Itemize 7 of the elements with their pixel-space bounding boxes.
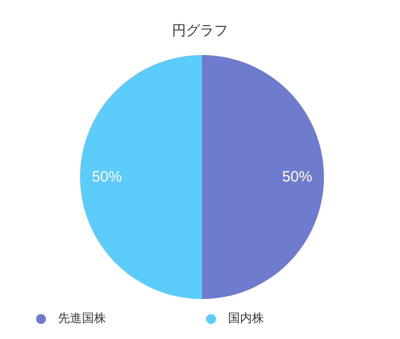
pie-slice: [202, 55, 324, 299]
chart-title: 円グラフ: [171, 22, 229, 40]
pie-slice: [80, 55, 202, 299]
legend-label: 先進国株: [58, 311, 106, 325]
data-label: 50%: [282, 168, 312, 186]
data-label: 50%: [92, 168, 122, 186]
legend-label: 国内株: [228, 311, 264, 325]
